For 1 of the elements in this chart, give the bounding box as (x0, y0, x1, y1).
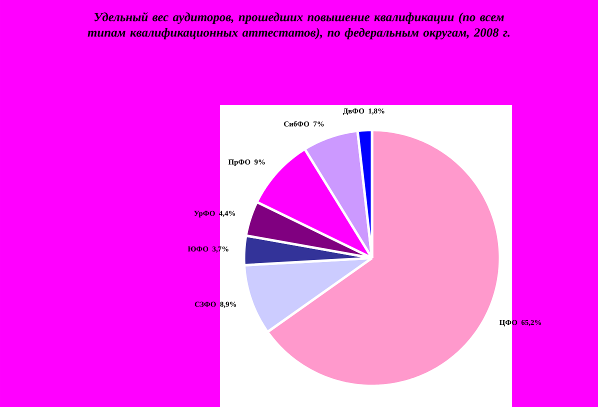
chart-title: Удельный вес аудиторов, прошедших повышение квалификации (по всем типам квалификационных аттестатов), по федеральным округам, 2008 г. (88, 12, 510, 40)
